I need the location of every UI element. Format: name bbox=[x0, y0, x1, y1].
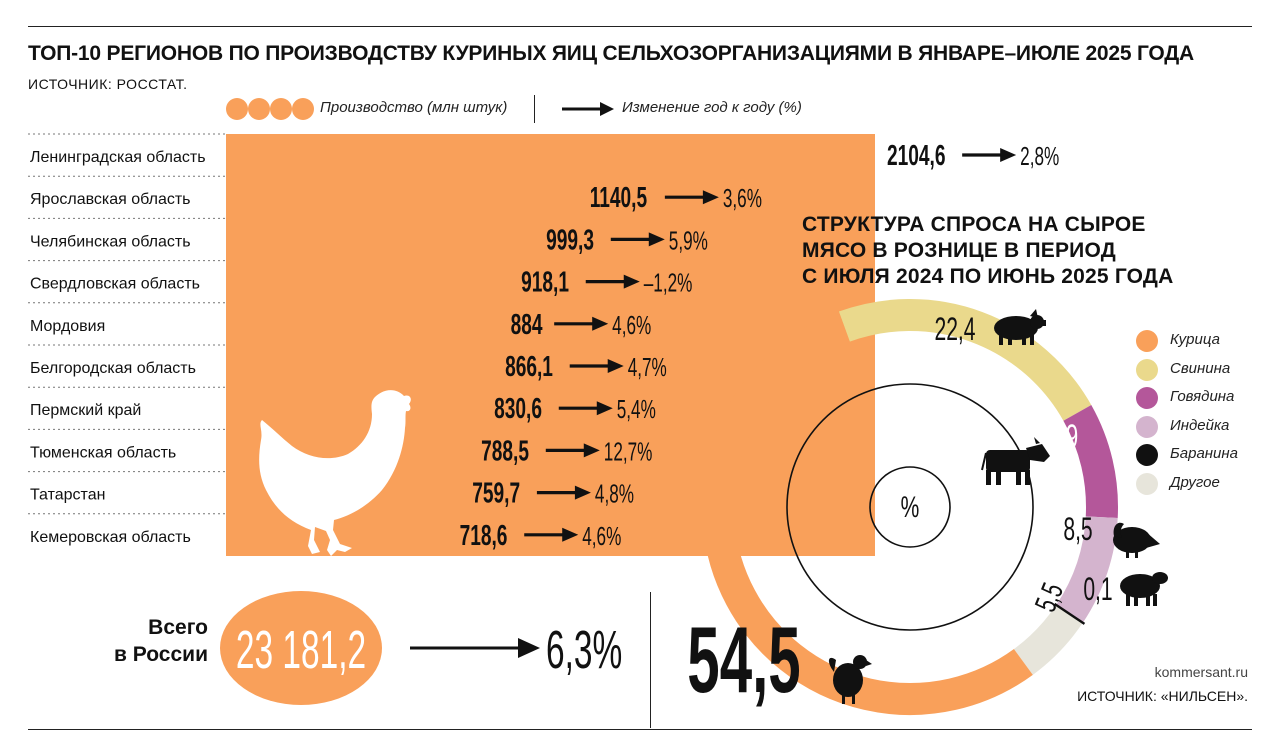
legend-separator bbox=[534, 95, 535, 123]
total-block: 23 181,2 6,3% bbox=[220, 591, 622, 705]
arrow-icon bbox=[648, 232, 665, 247]
value-label: 759,7 bbox=[472, 478, 520, 510]
total-label: Всего в России bbox=[90, 614, 208, 668]
region-label: Белгородская область bbox=[30, 360, 196, 377]
bottom-rule bbox=[28, 729, 1252, 730]
legend-label: Баранина bbox=[1170, 445, 1238, 463]
demand-title-line3: С ИЮЛЯ 2024 ПО ИЮНЬ 2025 ГОДА bbox=[802, 265, 1174, 288]
section-divider bbox=[650, 592, 651, 728]
region-label: Ленинградская область bbox=[30, 149, 206, 166]
change-label: 4,8% bbox=[595, 479, 634, 509]
value-label: 830,6 bbox=[494, 393, 542, 425]
arrow-icon bbox=[623, 274, 640, 289]
total-label-line2: в России bbox=[114, 643, 208, 666]
site-credit: kommersant.ru bbox=[1154, 664, 1248, 680]
top-rule bbox=[28, 26, 1252, 27]
eggs-legend-icon bbox=[226, 98, 314, 120]
change-label: –1,2% bbox=[644, 268, 693, 298]
demand-title-line2: МЯСО В РОЗНИЦЕ В ПЕРИОД bbox=[802, 239, 1116, 262]
legend-swatch bbox=[1136, 444, 1158, 467]
arrow-icon bbox=[574, 485, 591, 500]
arrow-legend-icon bbox=[562, 102, 614, 116]
arrow-icon bbox=[596, 401, 613, 416]
legend-swatch bbox=[1136, 330, 1158, 352]
legend-label: Индейка bbox=[1170, 416, 1230, 434]
region-label: Кемеровская область bbox=[30, 529, 191, 546]
change-label: 4,6% bbox=[612, 310, 651, 340]
value-label: 918,1 bbox=[521, 267, 569, 299]
arrow-icon bbox=[592, 316, 609, 331]
legend-label: Другое bbox=[1170, 474, 1220, 491]
arrow-icon bbox=[1000, 148, 1017, 162]
region-label: Татарстан bbox=[30, 487, 105, 504]
hen-icon bbox=[259, 390, 411, 556]
arrow-icon bbox=[607, 359, 624, 373]
legend-production-label: Производство (млн штук) bbox=[320, 99, 508, 116]
value-label: 788,5 bbox=[481, 436, 529, 468]
total-value: 23 181,2 bbox=[236, 619, 366, 680]
total-oval bbox=[220, 591, 382, 705]
total-change: 6,3% bbox=[546, 619, 622, 680]
legend-label: Говядина bbox=[1170, 388, 1235, 406]
change-label: 12,7% bbox=[604, 437, 653, 467]
change-label: 4,6% bbox=[582, 521, 621, 551]
arrow-icon bbox=[562, 527, 579, 542]
demand-chart-title: СТРУКТУРА СПРОСА НА СЫРОЕ МЯСО В РОЗНИЦЕ… bbox=[802, 212, 1222, 290]
region-label: Свердловская область bbox=[30, 276, 200, 293]
value-label: 2104,6 bbox=[887, 140, 945, 172]
value-label: 999,3 bbox=[546, 225, 594, 257]
source-note: ИСТОЧНИК: РОССТАТ. bbox=[28, 76, 188, 92]
change-label: 2,8% bbox=[1020, 141, 1059, 171]
total-label-line1: Всего bbox=[148, 616, 208, 639]
arrow-icon bbox=[702, 190, 719, 205]
region-label: Мордовия bbox=[30, 318, 105, 335]
data-source-credit: ИСТОЧНИК: «НИЛЬСЕН». bbox=[1077, 688, 1248, 704]
legend-label: Свинина bbox=[1170, 359, 1231, 377]
region-label: Пермский край bbox=[30, 402, 141, 419]
legend-change-label: Изменение год к году (%) bbox=[622, 99, 802, 116]
value-label: 1140,5 bbox=[590, 182, 647, 214]
change-label: 5,9% bbox=[669, 226, 708, 256]
value-label: 884 bbox=[511, 309, 543, 341]
legend-swatch bbox=[1136, 415, 1158, 438]
legend-swatch bbox=[1136, 387, 1158, 410]
change-label: 5,4% bbox=[617, 395, 656, 425]
legend-swatch bbox=[1136, 473, 1158, 495]
value-label: 866,1 bbox=[505, 351, 553, 383]
change-label: 3,6% bbox=[723, 184, 762, 214]
region-label: Тюменская область bbox=[30, 444, 176, 461]
change-label: 4,7% bbox=[628, 352, 667, 382]
chart-title: ТОП-10 РЕГИОНОВ ПО ПРОИЗВОДСТВУ КУРИНЫХ … bbox=[28, 42, 1195, 65]
region-label: Ярославская область bbox=[30, 191, 191, 208]
region-label: Челябинская область bbox=[30, 233, 191, 250]
total-arrow-icon bbox=[518, 638, 540, 658]
arrow-icon bbox=[583, 443, 600, 458]
legend-swatch bbox=[1136, 358, 1158, 381]
legend-label: Курица bbox=[1170, 331, 1220, 348]
value-label: 718,6 bbox=[460, 520, 508, 552]
demand-title-line1: СТРУКТУРА СПРОСА НА СЫРОЕ bbox=[802, 213, 1146, 236]
